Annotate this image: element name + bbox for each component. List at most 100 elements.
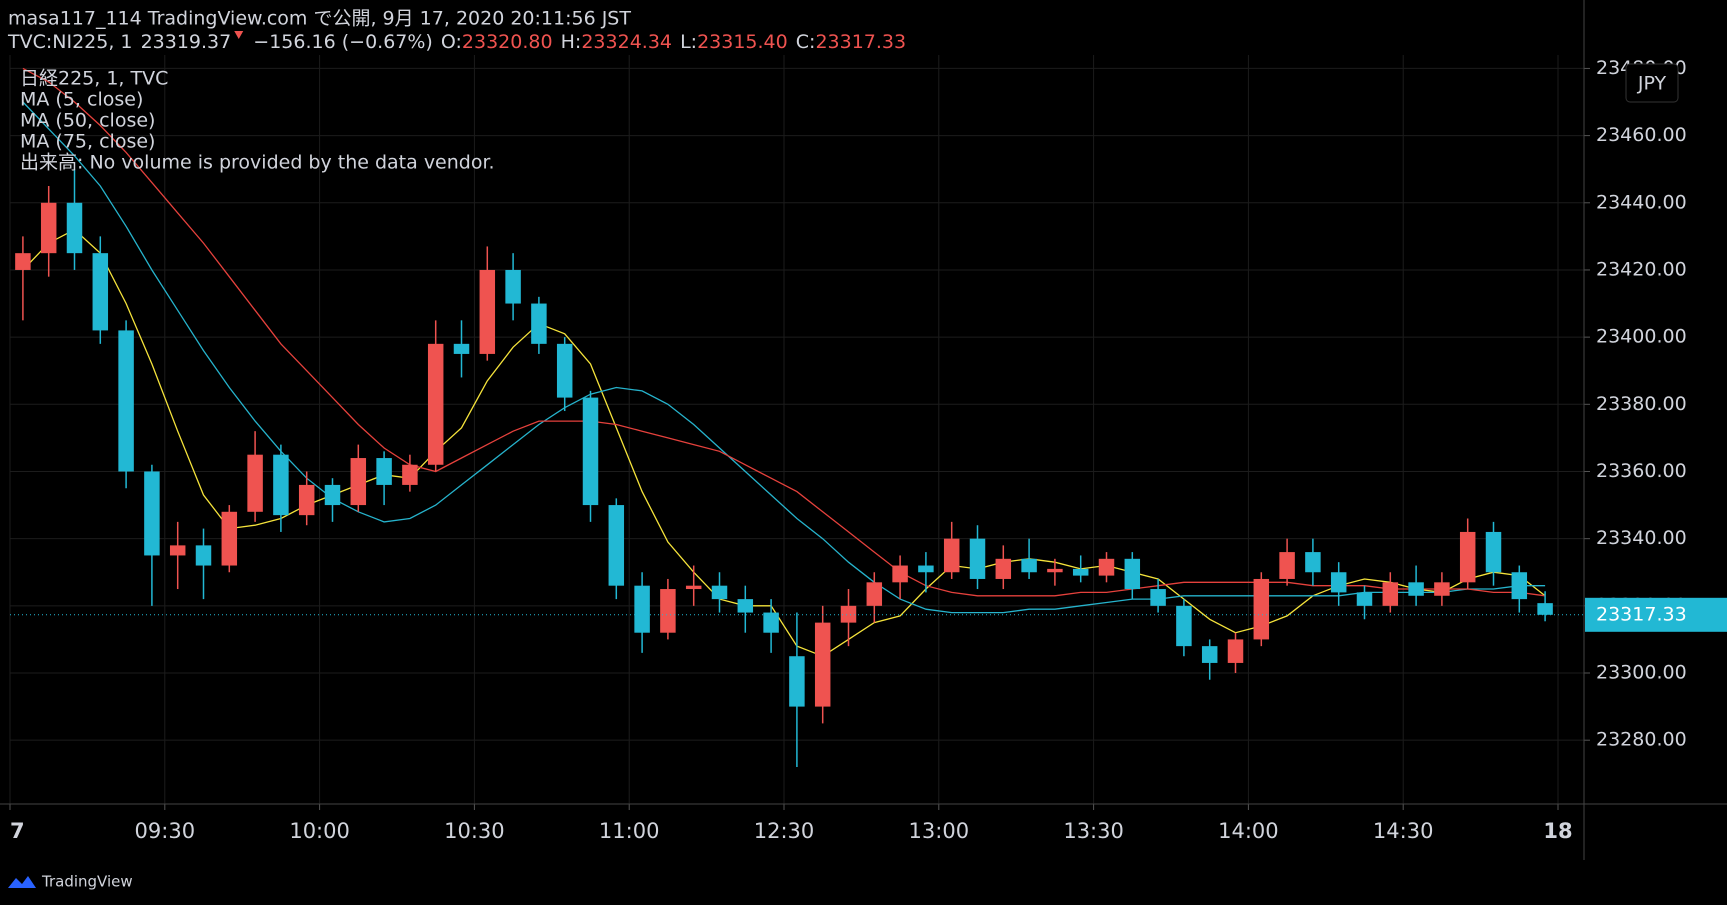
candle-body <box>1176 605 1192 647</box>
o-value: 23320.80 <box>462 31 553 53</box>
ma-lines <box>22 67 1546 657</box>
candle-body <box>453 343 470 354</box>
l-label: L: <box>680 31 697 53</box>
y-tick-label: 23380.00 <box>1596 393 1687 415</box>
candle-body <box>195 545 212 566</box>
candle-body <box>582 397 599 506</box>
x-tick-label: 7 <box>10 819 25 843</box>
candle-body <box>144 471 160 556</box>
candle-body <box>840 605 857 623</box>
candle-body <box>943 538 960 573</box>
candle-body <box>1124 558 1141 590</box>
candle-body <box>1150 589 1166 606</box>
candle-body <box>479 269 496 354</box>
x-tick-label: 13:30 <box>1063 819 1124 843</box>
candle-body <box>1098 558 1115 576</box>
candle-body <box>711 585 728 600</box>
candle-body <box>1408 582 1424 596</box>
candle-body <box>866 582 883 606</box>
last-price-box <box>1585 597 1727 632</box>
x-tick-label: 13:00 <box>909 819 970 843</box>
candle-body <box>1459 531 1476 583</box>
h-value: 23324.34 <box>581 31 672 53</box>
grid <box>9 55 1584 804</box>
candle-body <box>1072 568 1089 576</box>
brand: TradingView <box>41 873 133 891</box>
candle-body <box>427 343 444 465</box>
brand-logo <box>8 876 36 888</box>
candle-body <box>1434 582 1450 596</box>
candle-body <box>737 599 754 613</box>
candle-body <box>1021 558 1037 573</box>
candle-body <box>1047 568 1063 573</box>
y-tick-label: 23420.00 <box>1596 258 1687 280</box>
last-price-label: 23317.33 <box>1596 603 1687 625</box>
candle-body <box>1330 572 1347 593</box>
last: 23319.37 <box>141 31 232 53</box>
x-tick-label: 12:30 <box>754 819 815 843</box>
l-value: 23315.40 <box>697 31 788 53</box>
candle-body <box>1511 572 1528 600</box>
candle-body <box>298 484 315 516</box>
candle-body <box>1485 531 1502 573</box>
candle-body <box>1305 552 1321 573</box>
currency: JPY <box>1637 73 1667 95</box>
ma-line <box>22 101 1546 614</box>
x-tick-label: 11:00 <box>599 819 660 843</box>
ma-line <box>22 228 1546 657</box>
currency-box <box>1625 63 1679 103</box>
x-tick-label: 14:30 <box>1373 819 1434 843</box>
candle-body <box>169 545 186 556</box>
candle-body <box>1537 603 1553 615</box>
candle-body <box>995 558 1012 579</box>
candle-body <box>531 303 547 344</box>
y-tick-label: 23460.00 <box>1596 124 1687 146</box>
candle-body <box>66 202 83 254</box>
candle-body <box>892 565 908 583</box>
candle-body <box>969 538 986 579</box>
candle-body <box>505 269 521 304</box>
ma-line <box>22 67 1546 597</box>
candle-body <box>1201 646 1218 663</box>
y-tick-label: 23360.00 <box>1596 460 1687 482</box>
y-tick-label: 23340.00 <box>1596 527 1687 549</box>
candle-body <box>918 565 934 573</box>
y-tick-label: 23440.00 <box>1596 191 1687 213</box>
candle-body <box>118 330 134 472</box>
candle-body <box>685 585 702 590</box>
candle-body <box>324 484 341 506</box>
y-tick-label: 23300.00 <box>1596 662 1687 684</box>
x-tick-label: 10:00 <box>289 819 350 843</box>
publisher: masa117_114 TradingView.com で公開, 9月 17, … <box>8 8 631 30</box>
candle-body <box>92 253 109 331</box>
down-arrow <box>234 31 244 39</box>
x-tick-label: 09:30 <box>135 819 196 843</box>
axes: 23280.0023300.0023320.0023340.0023360.00… <box>0 0 1727 860</box>
candle-body <box>15 253 31 270</box>
candles <box>15 169 1553 768</box>
legend-entry: MA (5, close) <box>20 89 143 111</box>
candle-body <box>763 612 779 633</box>
candle-body <box>221 511 238 566</box>
quote-line: TVC:NI225, 1 23319.37 −156.16 (−0.67%) O… <box>7 31 906 53</box>
candle-body <box>402 464 418 485</box>
candle-body <box>634 585 650 633</box>
change: −156.16 (−0.67%) <box>253 31 433 53</box>
candle-body <box>350 458 367 506</box>
y-tick-label: 23280.00 <box>1596 729 1687 751</box>
candle-body <box>1356 592 1373 606</box>
candle-body <box>40 202 57 254</box>
legend-entry: MA (75, close) <box>20 131 155 153</box>
candle-body <box>1253 578 1270 640</box>
x-tick-label: 10:30 <box>444 819 505 843</box>
candle-body <box>376 458 392 485</box>
candle-body <box>608 505 625 586</box>
y-tick-label: 23400.00 <box>1596 326 1687 348</box>
x-tick-label: 14:00 <box>1218 819 1279 843</box>
candle-body <box>273 454 289 516</box>
candle-body <box>660 589 676 633</box>
symbol: TVC:NI225, 1 <box>7 31 133 53</box>
